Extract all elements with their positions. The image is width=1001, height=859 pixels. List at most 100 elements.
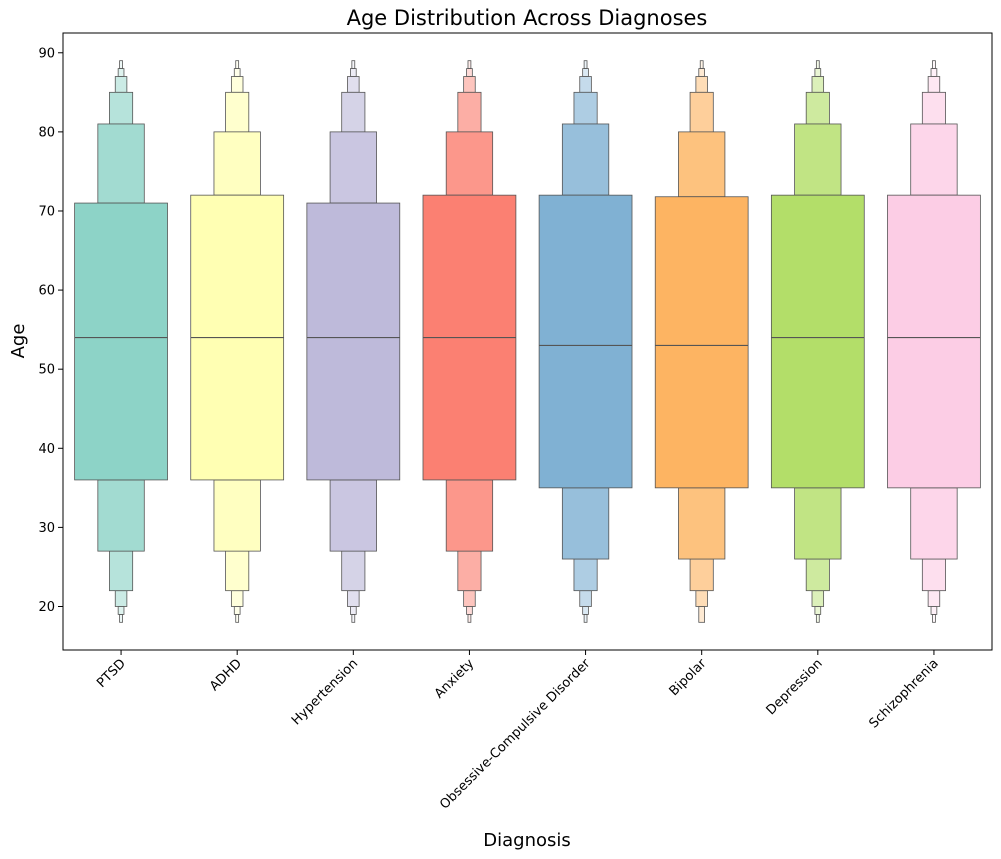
boxen-level (463, 76, 476, 93)
boxen-level (350, 68, 357, 77)
boxen-level (109, 91, 134, 125)
boxen-level (74, 202, 168, 481)
y-tick-label: 20 (38, 600, 55, 615)
boxen-level (811, 590, 825, 607)
boxen-level (230, 76, 244, 93)
boxen-level (235, 614, 240, 623)
boxen-level (794, 123, 842, 196)
boxen-level (457, 91, 482, 133)
boxen-level (538, 194, 633, 489)
x-tick-label: Bipolar (667, 656, 710, 699)
boxen-level (117, 68, 125, 77)
boxen-level (770, 194, 865, 489)
y-axis-label: Age (8, 324, 29, 359)
y-tick-label: 90 (38, 46, 55, 61)
boxen-level (445, 131, 494, 196)
boxen-level (97, 479, 145, 552)
boxen-level (213, 131, 261, 196)
boxen-level (114, 76, 128, 93)
x-axis-label: Diagnosis (483, 830, 571, 851)
y-tick-label: 70 (38, 204, 55, 219)
x-tick-label: Anxiety (432, 656, 478, 702)
boxen-level (811, 76, 825, 93)
boxen-level (698, 68, 705, 77)
boxen-level (927, 76, 941, 93)
boxen-level (695, 590, 708, 607)
boxen-level (463, 590, 476, 607)
boxen-level (805, 558, 830, 592)
boxen-level (347, 590, 360, 607)
boxen-level (815, 614, 820, 623)
boxen-level (910, 487, 958, 560)
boxen-level (119, 614, 123, 623)
x-tick-label: Schizophrenia (867, 656, 942, 731)
boxen-level (927, 590, 941, 607)
boxen-level (698, 606, 705, 623)
boxen-group-8 (887, 60, 981, 623)
boxen-level (306, 202, 401, 481)
boxen-level (582, 68, 589, 77)
boxen-level (445, 479, 494, 552)
y-tick-label: 40 (38, 442, 55, 457)
boxen-level (932, 614, 936, 623)
boxen-group-1 (74, 60, 168, 623)
boxen-level (467, 614, 472, 623)
boxen-group-5 (538, 60, 633, 623)
boxen-level (805, 91, 830, 125)
boxen-level (814, 68, 822, 77)
y-tick-label: 50 (38, 363, 55, 378)
x-tick-label: Depression (764, 656, 826, 718)
x-axis: PTSD ADHD Hypertension AnxietyObsessive-Com… (94, 650, 942, 812)
boxen-level (887, 194, 981, 489)
boxen-level (351, 60, 356, 69)
boxen-level (341, 550, 366, 592)
boxen-level (233, 606, 241, 615)
boxen-level (233, 68, 241, 77)
boxen-level (815, 60, 820, 69)
boxen-level (910, 123, 958, 196)
boxen-level (582, 606, 589, 615)
boxen-group-2 (190, 60, 285, 623)
boxen-level (109, 550, 134, 592)
boxen-level (350, 606, 357, 615)
boxen-level (329, 131, 377, 204)
boxen-level (583, 60, 588, 69)
boxen-level (921, 91, 946, 125)
plot-frame (62, 32, 993, 651)
boxen-group-6 (654, 60, 749, 623)
boxen-level (119, 60, 123, 69)
boxen-level (930, 68, 938, 77)
boxen-level (678, 131, 726, 198)
boxen-level (213, 479, 261, 552)
y-tick-label: 80 (38, 125, 55, 140)
boxen-level (794, 487, 842, 560)
boxen-level (695, 76, 708, 93)
boxen-level (341, 91, 366, 133)
boxen-level (235, 60, 240, 69)
boxen-level (230, 590, 244, 607)
boxen-group-4 (422, 60, 517, 623)
boxes-layer (74, 60, 981, 623)
boxen-level (329, 479, 377, 552)
boxen-level (932, 60, 936, 69)
boxen-level (699, 60, 704, 69)
boxen-group-7 (770, 60, 865, 623)
boxen-level (583, 614, 588, 623)
boxen-level (689, 558, 714, 592)
boxen-level (579, 76, 592, 93)
y-tick-label: 60 (38, 284, 55, 299)
boxen-level (97, 123, 145, 204)
boxen-level (457, 550, 482, 592)
boxen-level (921, 558, 946, 592)
boxen-level (654, 196, 749, 489)
boxen-level (347, 76, 360, 93)
boxen-level (814, 606, 822, 615)
y-axis: 20 30 40 50 60 70 80 90 (38, 46, 63, 615)
boxen-level (689, 91, 714, 133)
x-tick-label: ADHD (207, 656, 245, 694)
boxen-level (225, 550, 250, 592)
boxen-level (117, 606, 125, 615)
y-tick-label: 30 (38, 521, 55, 536)
boxen-level (561, 487, 610, 560)
